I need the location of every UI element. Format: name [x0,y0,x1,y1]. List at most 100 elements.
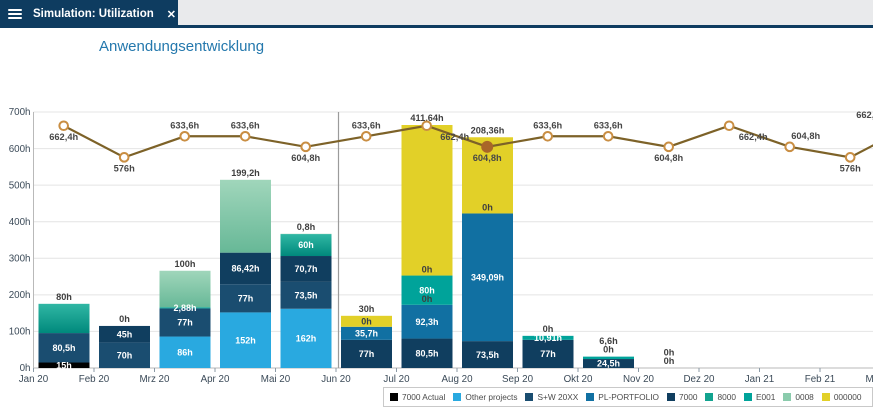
bar-segment-sw20xx[interactable] [159,308,211,337]
svg-text:73,5h: 73,5h [476,350,499,360]
line-point[interactable] [239,130,251,142]
svg-text:633,6h: 633,6h [594,120,623,130]
bar-segment-sw20xx[interactable] [220,284,271,313]
legend-label: E001 [755,392,776,402]
svg-text:0h: 0h [482,202,493,212]
svg-text:0h: 0h [664,348,675,358]
bar-segment-sw20xx[interactable] [38,333,90,363]
line-point[interactable] [300,141,312,153]
svg-text:10,91h: 10,91h [534,333,562,343]
svg-text:Jan 20: Jan 20 [19,374,49,385]
bar-segment-p7000[interactable] [462,341,513,368]
bar-segment-sw20xx[interactable] [280,281,332,309]
bar-segment-plport[interactable] [462,213,513,342]
svg-text:576h: 576h [840,163,862,173]
svg-text:633,6h: 633,6h [231,120,260,130]
bar-segment-plport[interactable] [401,304,453,339]
line-point[interactable] [179,130,190,142]
svg-text:Apr 20: Apr 20 [201,374,230,385]
svg-text:35,7h: 35,7h [355,329,378,339]
svg-text:200h: 200h [9,290,31,301]
bar-segment-p7000[interactable] [583,359,634,368]
svg-text:500h: 500h [9,180,31,191]
line-point[interactable] [723,120,735,132]
bar-segment-p7000[interactable] [522,339,574,368]
svg-text:Dez 20: Dez 20 [683,374,715,385]
svg-text:662,4h: 662,4h [440,132,469,142]
bar-segment-e001[interactable] [401,275,453,305]
svg-text:30h: 30h [359,304,375,314]
line-point[interactable] [360,130,372,142]
legend-item-000000[interactable]: 000000 [821,392,862,402]
line-point[interactable] [844,152,856,163]
bar-segment-e001[interactable] [159,307,211,309]
line-point-selected[interactable] [481,140,494,153]
legend-swatch [667,393,676,401]
svg-text:77h: 77h [238,294,254,304]
svg-text:Mrz 21: Mrz 21 [866,374,873,385]
legend-item-pl-portfolio[interactable]: PL-PORTFOLIO [586,392,659,402]
bar-segment-p0008[interactable] [220,179,271,253]
bar-segment-p000000[interactable] [341,315,392,327]
bar-segment-p8000[interactable] [280,234,332,257]
svg-text:400h: 400h [9,217,31,228]
svg-text:600h: 600h [9,144,31,155]
bar-segment-actual7000[interactable] [38,362,90,368]
legend-label: S+W 20XX [537,392,579,402]
bar-segment-p7000[interactable] [99,325,150,343]
bar-segment-other[interactable] [280,308,332,368]
legend-item-7000-actual[interactable]: 7000 Actual [390,392,445,402]
legend-item-7000[interactable]: 7000 [667,392,697,402]
svg-text:Jan 21: Jan 21 [745,374,774,385]
bar-segment-other[interactable] [220,312,271,368]
legend-item-8000[interactable]: 8000 [705,392,736,402]
bar-segment-p7000[interactable] [220,252,271,285]
bar-segment-p7000[interactable] [341,339,392,368]
legend-item-other-projects[interactable]: Other projects [453,392,517,402]
legend-swatch [705,393,714,401]
tab-simulation-utilization[interactable]: Simulation: Utilization ✕ [0,0,178,28]
bar-segment-p7000[interactable] [280,256,332,282]
legend-item-e001[interactable]: E001 [743,392,776,402]
bar-segment-p0008[interactable] [159,270,211,308]
svg-text:24,5h: 24,5h [597,359,620,369]
legend-swatch [525,393,534,401]
line-point[interactable] [602,130,614,142]
line-point[interactable] [118,152,130,163]
svg-text:100h: 100h [175,259,196,269]
svg-text:0h: 0h [664,356,675,366]
bar-segment-plport[interactable] [341,326,392,340]
bar-segment-p000000[interactable] [401,125,453,276]
legend-label: 8000 [717,392,736,402]
bar-segment-sw20xx[interactable] [99,342,150,368]
line-point[interactable] [663,141,675,153]
legend-item-s-w-20xx[interactable]: S+W 20XX [525,392,578,402]
utilization-chart[interactable]: 0h 100h 200h 300h 400h 500h 600h 700h Jan 20 Feb … [0,86,873,386]
bar-segment-e001[interactable] [583,356,634,360]
svg-text:0h: 0h [361,316,372,326]
svg-text:604,8h: 604,8h [654,153,683,163]
bar-segment-p8000[interactable] [38,303,90,334]
bar-labels-layer: 15h 80,5h 80h 70h 45h 0h 86h 77h 2,88h 100h 152h 77… [52,113,674,370]
line-point[interactable] [58,120,70,132]
line-point[interactable] [784,141,796,153]
bar-segment-other[interactable] [159,336,211,368]
bar-segment-p7000[interactable] [401,338,453,368]
legend-swatch [743,393,752,401]
line-point[interactable] [421,120,433,132]
line-point[interactable] [542,130,554,142]
legend-swatch [586,393,595,401]
legend-item-0008[interactable]: 0008 [783,392,814,402]
svg-text:0h: 0h [543,324,554,334]
chart-area[interactable]: 0h 100h 200h 300h 400h 500h 600h 700h Jan 20 Feb … [0,86,873,386]
tab-close-icon[interactable]: ✕ [166,8,176,21]
hamburger-menu-icon[interactable] [8,7,22,21]
svg-text:45h: 45h [117,329,133,339]
page-title: Anwendungsentwicklung [99,38,265,55]
legend-swatch [453,393,462,401]
bar-segment-e001[interactable] [522,335,574,340]
legend-swatch [821,393,830,401]
grid-layer: 0h 100h 200h 300h 400h 500h 600h 700h [9,107,873,374]
svg-text:86h: 86h [177,347,193,357]
svg-text:604,8h: 604,8h [791,131,820,141]
